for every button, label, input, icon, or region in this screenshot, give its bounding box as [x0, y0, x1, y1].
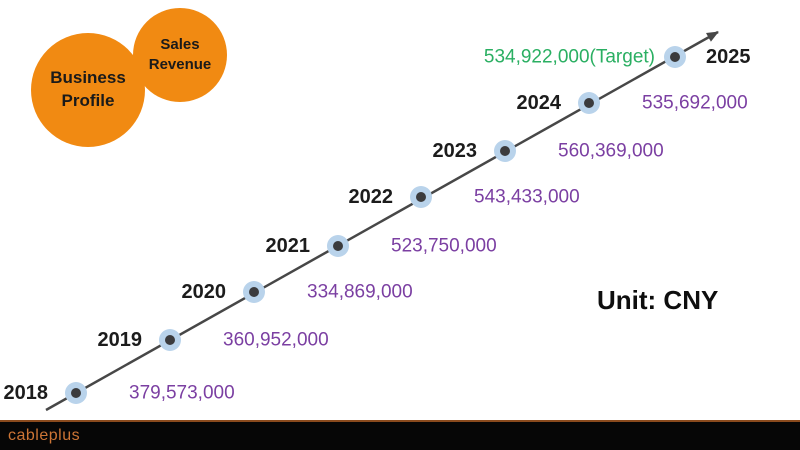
data-point-core	[500, 146, 510, 156]
year-label-2022: 2022	[348, 186, 394, 208]
value-label-2024: 535,692,000	[642, 92, 748, 114]
year-label-2025: 2025	[706, 46, 751, 68]
year-label-2024: 2024	[516, 92, 562, 114]
unit-label: Unit: CNY	[597, 285, 719, 315]
value-label-2018: 379,573,000	[129, 382, 235, 404]
footer-bar: cableplus	[0, 420, 800, 450]
data-point-2022	[410, 186, 432, 208]
value-label-2020: 334,869,000	[307, 281, 413, 303]
data-point-2024	[578, 92, 600, 114]
data-point-core	[584, 98, 594, 108]
data-point-core	[165, 335, 175, 345]
business-profile-bubble: Business Profile	[31, 33, 145, 147]
data-point-core	[333, 241, 343, 251]
data-point-core	[670, 52, 680, 62]
year-label-2020: 2020	[181, 281, 227, 303]
data-point-2018	[65, 382, 87, 404]
year-label-2018: 2018	[3, 382, 49, 404]
data-point-core	[416, 192, 426, 202]
sales-revenue-bubble: Sales Revenue	[133, 8, 227, 102]
data-point-2023	[494, 140, 516, 162]
value-label-2021: 523,750,000	[391, 235, 497, 257]
year-label-2023: 2023	[432, 140, 478, 162]
value-label-2022: 543,433,000	[474, 186, 580, 208]
trend-line	[45, 30, 719, 412]
value-label-2023: 560,369,000	[558, 140, 664, 162]
data-point-core	[71, 388, 81, 398]
data-point-2019	[159, 329, 181, 351]
data-point-2021	[327, 235, 349, 257]
data-point-2025	[664, 46, 686, 68]
brand-logo: cableplus	[8, 427, 81, 444]
year-label-2021: 2021	[265, 235, 311, 257]
sales-revenue-label: Sales Revenue	[148, 35, 212, 73]
business-profile-label: Business Profile	[50, 68, 126, 110]
value-label-2025: 534,922,000(Target)	[483, 46, 655, 68]
value-label-2019: 360,952,000	[223, 329, 329, 351]
data-point-core	[249, 287, 259, 297]
data-point-2020	[243, 281, 265, 303]
year-label-2019: 2019	[97, 329, 143, 351]
